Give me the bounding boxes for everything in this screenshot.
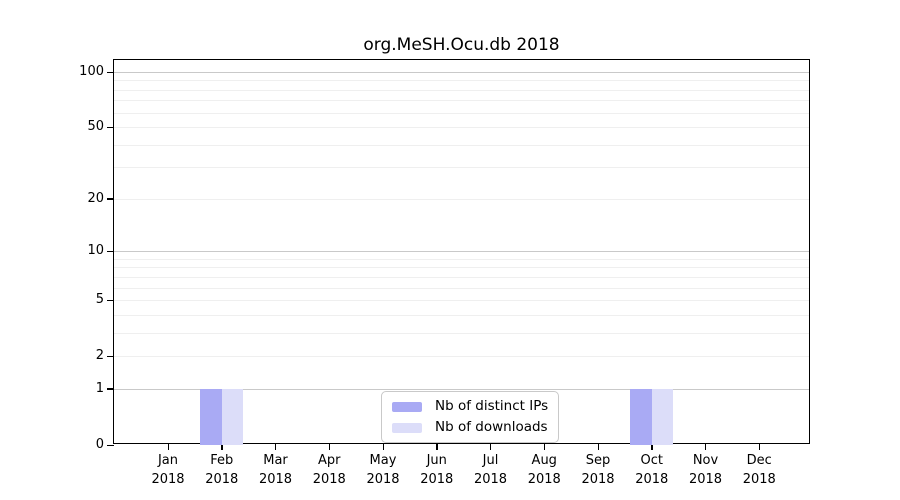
year-label: 2018 xyxy=(527,472,561,487)
x-axis-tick-label: May 2018 xyxy=(351,451,415,489)
x-axis-tick-label: Oct 2018 xyxy=(620,451,684,489)
bar-distinct_ips xyxy=(630,388,652,445)
x-axis-tick xyxy=(275,443,277,450)
month-label: Nov xyxy=(692,453,719,468)
x-axis-tick xyxy=(758,443,761,450)
gridline-minor xyxy=(114,127,809,129)
x-axis-tick xyxy=(705,443,707,450)
year-label: 2018 xyxy=(312,472,346,487)
year-label: 2018 xyxy=(688,472,723,487)
x-axis-tick xyxy=(328,443,331,450)
year-label: 2018 xyxy=(742,472,776,487)
month-label: Jul xyxy=(482,453,499,468)
y-axis-tick xyxy=(107,355,114,357)
gridline-minor xyxy=(114,267,809,269)
legend-swatch-downloads xyxy=(392,422,422,433)
month-label: Sep xyxy=(585,453,611,468)
plot-area: Nb of distinct IPs Nb of downloads 100 50… xyxy=(79,59,810,487)
gridline-minor xyxy=(114,80,809,82)
gridline-major xyxy=(114,251,809,253)
x-axis-tick-label: Sep 2018 xyxy=(566,451,630,489)
gridline-minor xyxy=(114,100,809,102)
month-label: Aug xyxy=(531,453,557,468)
gridline-minor xyxy=(114,89,809,91)
y-axis-tick xyxy=(107,198,114,200)
y-axis-tick-label: 1 xyxy=(95,380,104,396)
legend-item-downloads: Nb of downloads xyxy=(392,420,548,435)
legend-label-distinct-ips: Nb of distinct IPs xyxy=(435,398,549,414)
x-axis-tick xyxy=(382,443,384,450)
gridline-minor xyxy=(114,276,809,278)
gridline-minor xyxy=(114,112,809,114)
year-label: 2018 xyxy=(366,472,400,487)
gridline-minor xyxy=(114,300,809,302)
y-axis-tick xyxy=(107,250,114,252)
x-axis-tick-label: Nov 2018 xyxy=(674,451,738,489)
gridline-major xyxy=(114,72,809,73)
gridline-minor xyxy=(114,258,809,260)
gridline-minor xyxy=(114,167,809,169)
gridline-major xyxy=(114,388,809,390)
year-label: 2018 xyxy=(581,472,615,487)
bar-downloads xyxy=(221,388,244,445)
legend-label-downloads: Nb of downloads xyxy=(435,419,548,435)
y-axis-tick-label: 20 xyxy=(87,190,104,206)
month-label: Jun xyxy=(426,453,447,468)
y-axis-tick-label: 10 xyxy=(87,243,104,259)
bar-distinct_ips xyxy=(200,388,222,445)
gridline-minor xyxy=(114,356,809,358)
month-label: Dec xyxy=(746,453,772,468)
year-label: 2018 xyxy=(205,472,239,487)
x-axis-tick-label: Mar 2018 xyxy=(244,451,308,489)
gridline-minor xyxy=(114,198,809,200)
month-label: May xyxy=(369,453,397,468)
month-label: Feb xyxy=(210,453,234,468)
legend: Nb of distinct IPs Nb of downloads xyxy=(381,391,560,443)
y-axis-tick xyxy=(107,299,114,301)
legend-swatch-distinct-ips xyxy=(392,401,422,412)
y-axis-tick xyxy=(107,71,114,73)
x-axis-tick xyxy=(651,443,653,450)
month-label: Oct xyxy=(640,453,663,468)
x-axis-tick xyxy=(597,443,599,450)
x-axis-tick xyxy=(490,443,492,450)
gridline-minor xyxy=(114,314,809,316)
year-label: 2018 xyxy=(258,472,293,487)
y-axis-tick xyxy=(107,126,114,129)
y-axis-tick-label: 100 xyxy=(79,64,104,79)
bar-downloads xyxy=(651,388,674,445)
y-axis-tick xyxy=(107,444,114,446)
y-axis-tick-label: 0 xyxy=(95,437,104,452)
year-label: 2018 xyxy=(151,472,185,487)
x-axis-tick-label: Aug 2018 xyxy=(512,451,576,489)
year-label: 2018 xyxy=(473,472,508,487)
month-label: Apr xyxy=(318,453,341,468)
year-label: 2018 xyxy=(420,472,454,487)
gridline-minor xyxy=(114,144,809,146)
gridline-minor xyxy=(114,332,809,334)
y-axis-tick-label: 50 xyxy=(87,119,104,135)
x-axis-tick xyxy=(543,443,546,450)
month-label: Jan xyxy=(157,453,179,468)
x-axis-tick-label: Jun 2018 xyxy=(405,451,469,489)
y-axis-tick-label: 2 xyxy=(95,348,104,364)
x-axis-tick xyxy=(167,443,169,450)
chart-title: org.MeSH.Ocu.db 2018 xyxy=(363,35,560,55)
gridline-minor xyxy=(114,287,809,289)
x-axis-tick-label: Jul 2018 xyxy=(459,451,523,489)
x-axis-tick-label: Feb 2018 xyxy=(190,451,254,489)
x-axis-tick xyxy=(221,443,223,450)
x-axis-tick-label: Jan 2018 xyxy=(136,451,200,489)
x-axis-tick-label: Dec 2018 xyxy=(727,451,791,489)
x-axis-tick xyxy=(436,443,438,450)
legend-item-distinct-ips: Nb of distinct IPs xyxy=(392,399,548,414)
y-axis-tick-label: 5 xyxy=(95,292,104,308)
month-label: Mar xyxy=(263,453,288,468)
y-axis-tick xyxy=(107,388,114,390)
year-label: 2018 xyxy=(635,472,669,487)
x-axis-tick-label: Apr 2018 xyxy=(297,451,361,489)
